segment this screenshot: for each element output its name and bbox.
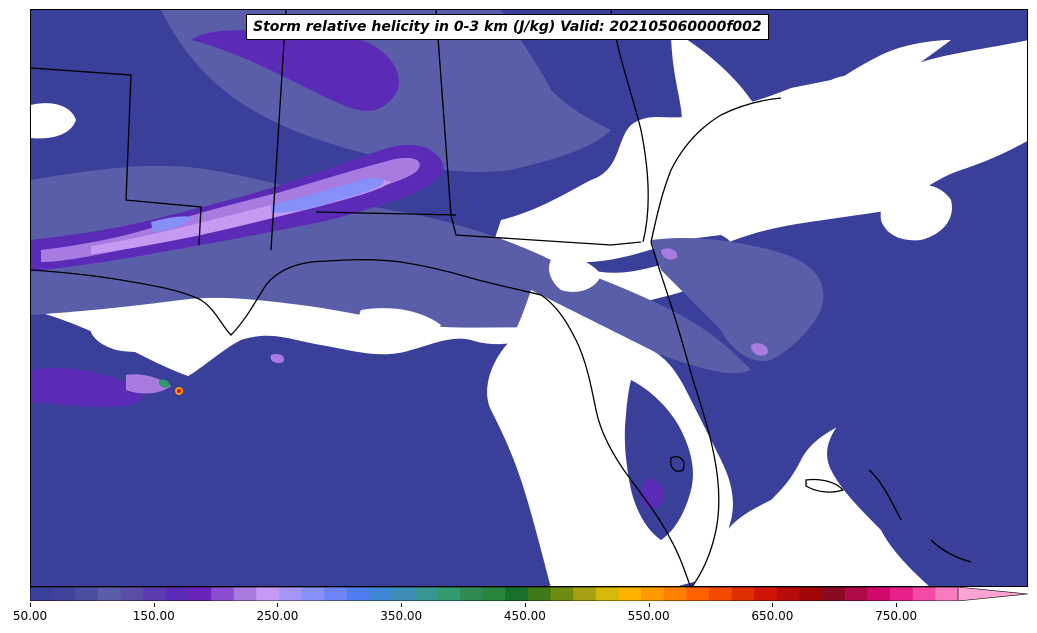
helicity-core-purple-north bbox=[191, 30, 400, 111]
colorbar-segment bbox=[414, 587, 439, 601]
helicity-spot-se bbox=[751, 343, 768, 356]
colorbar-tick-label: 150.00 bbox=[132, 609, 175, 623]
coastline-gulf bbox=[31, 259, 577, 341]
colorbar-segment bbox=[233, 587, 257, 601]
coastline-florida-east bbox=[650, 241, 720, 586]
coastline-bahamas bbox=[930, 539, 972, 563]
colorbar-segment bbox=[709, 587, 733, 601]
colorbar-segment bbox=[256, 587, 280, 601]
state-border-3 bbox=[435, 10, 642, 246]
no-data-patch-3 bbox=[549, 258, 601, 292]
colorbar-segment bbox=[822, 587, 846, 601]
no-data-patch-6 bbox=[31, 103, 76, 139]
colorbar-segment bbox=[505, 587, 529, 601]
colorbar bbox=[30, 587, 1028, 601]
colorbar-segment bbox=[346, 587, 371, 601]
helicity-streak-blue-2 bbox=[151, 216, 191, 232]
state-border-5 bbox=[610, 10, 649, 243]
no-data-patch-2 bbox=[880, 184, 952, 241]
colorbar-segment bbox=[301, 587, 325, 601]
colorbar-segment bbox=[641, 587, 665, 601]
colorbar-segment bbox=[618, 587, 642, 601]
colorbar-ticks: 50.00 150.00 250.00 350.00 450.00 550.00 650.0… bbox=[0, 603, 1037, 627]
helicity-hotspot-red bbox=[177, 389, 181, 393]
colorbar-tick-mark bbox=[277, 603, 279, 607]
colorbar-segment bbox=[527, 587, 552, 601]
colorbar-tick-label: 650.00 bbox=[751, 609, 794, 623]
helicity-spot-mid bbox=[270, 353, 285, 364]
colorbar-segment bbox=[188, 587, 212, 601]
colorbar-segment bbox=[482, 587, 506, 601]
colorbar-segment bbox=[912, 587, 936, 601]
colorbar-segment bbox=[369, 587, 393, 601]
colorbar-segment bbox=[143, 587, 167, 601]
helicity-map bbox=[31, 10, 1027, 586]
colorbar-segment bbox=[278, 587, 303, 601]
helicity-streak-blue bbox=[271, 177, 384, 213]
colorbar-segment bbox=[324, 587, 348, 601]
colorbar-segment bbox=[75, 587, 99, 601]
colorbar-segment bbox=[550, 587, 574, 601]
no-data-patch-7 bbox=[999, 50, 1027, 90]
helicity-hotspot-violet bbox=[126, 374, 171, 394]
colorbar-segment bbox=[573, 587, 597, 601]
colorbar-segment bbox=[935, 587, 959, 601]
colorbar-segment bbox=[120, 587, 144, 601]
colorbar-segment bbox=[460, 587, 484, 601]
colorbar-segment bbox=[30, 587, 54, 601]
colorbar-segment bbox=[97, 587, 122, 601]
colorbar-tick-mark bbox=[524, 603, 526, 607]
colorbar-segment bbox=[776, 587, 801, 601]
colorbar-segment bbox=[731, 587, 755, 601]
colorbar-segment bbox=[165, 587, 190, 601]
helicity-streak-light bbox=[41, 157, 420, 262]
colorbar-segment bbox=[211, 587, 235, 601]
map-panel bbox=[30, 9, 1028, 587]
no-data-patch-4 bbox=[359, 308, 441, 342]
colorbar-tick-mark bbox=[772, 603, 774, 607]
no-data-patch-5 bbox=[89, 318, 171, 352]
coastline-atlantic bbox=[650, 97, 782, 243]
lake-okeechobee bbox=[670, 456, 685, 472]
colorbar-segment bbox=[799, 587, 823, 601]
helicity-field-atlantic bbox=[827, 300, 1027, 586]
borders bbox=[31, 10, 972, 586]
colorbar-segment bbox=[392, 587, 416, 601]
colorbar-segment bbox=[867, 587, 891, 601]
colorbar-segment bbox=[595, 587, 620, 601]
colorbar-tick-label: 50.00 bbox=[12, 609, 48, 623]
colorbar-tick-mark bbox=[648, 603, 650, 607]
coastline-cuba bbox=[868, 469, 902, 521]
colorbar-tick-label: 250.00 bbox=[256, 609, 299, 623]
colorbar-tick-label: 350.00 bbox=[380, 609, 423, 623]
colorbar-segment bbox=[890, 587, 914, 601]
colorbar-segment bbox=[686, 587, 710, 601]
colorbar-segment bbox=[754, 587, 778, 601]
coastline-island bbox=[805, 478, 845, 493]
state-border-1 bbox=[31, 67, 202, 246]
no-data-patch-1 bbox=[671, 30, 951, 192]
helicity-florida-interior bbox=[624, 380, 693, 540]
helicity-band-mid-3 bbox=[651, 238, 824, 361]
map-title: Storm relative helicity in 0-3 km (J/kg)… bbox=[246, 14, 769, 40]
helicity-hotspot-green bbox=[158, 379, 170, 388]
helicity-spot-ne bbox=[661, 248, 678, 260]
colorbar-extend-arrow bbox=[957, 587, 1028, 601]
state-border-4 bbox=[315, 211, 457, 216]
colorbar-tick-mark bbox=[896, 603, 898, 607]
colorbar-tick-mark bbox=[153, 603, 155, 607]
colorbar-tick-label: 550.00 bbox=[627, 609, 670, 623]
colorbar-segment bbox=[844, 587, 869, 601]
helicity-field-gulf bbox=[31, 310, 551, 586]
colorbar-tick-label: 750.00 bbox=[875, 609, 918, 623]
colorbar-segment bbox=[52, 587, 76, 601]
colorbar-segment bbox=[663, 587, 687, 601]
colorbar-tick-mark bbox=[30, 603, 31, 607]
coastline-florida-west bbox=[575, 339, 691, 586]
colorbar-tick-mark bbox=[401, 603, 403, 607]
state-border-2 bbox=[270, 10, 287, 251]
colorbar-tick-label: 450.00 bbox=[503, 609, 546, 623]
colorbar-segment bbox=[437, 587, 461, 601]
helicity-core-purple-south bbox=[31, 368, 142, 408]
